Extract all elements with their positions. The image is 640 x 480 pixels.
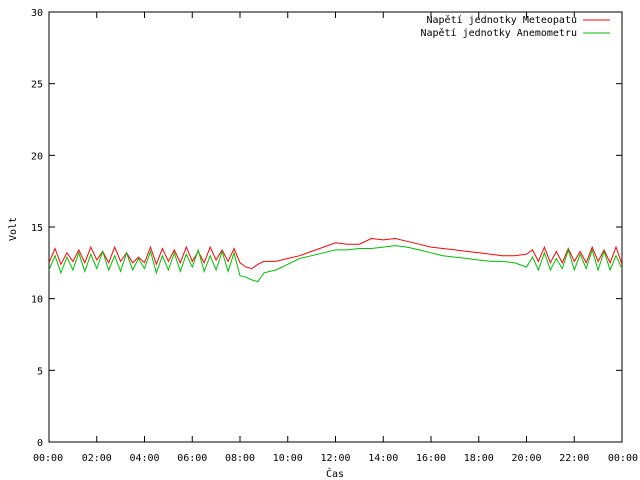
legend-label-meteopat: Napětí jednotky Meteopatu: [426, 14, 577, 26]
x-tick-label: 12:00: [320, 453, 350, 464]
x-axis-label: Čas: [326, 467, 344, 480]
plot-frame: [48, 11, 623, 443]
legend: Napětí jednotky Meteopatu Napětí jednotk…: [420, 14, 610, 39]
x-tick-label: 18:00: [464, 453, 494, 464]
x-tick-label: 08:00: [225, 453, 255, 464]
y-tick-label: 10: [31, 295, 43, 306]
series-line-anemometr: [48, 245, 623, 283]
x-tick-label: 20:00: [511, 453, 541, 464]
y-tick-label: 25: [31, 80, 43, 91]
y-axis-ticks: 0 5 10 15 20 25 30: [31, 8, 622, 449]
x-tick-label: 00:00: [608, 453, 638, 464]
x-tick-label: 16:00: [416, 453, 446, 464]
legend-label-anemometr: Napětí jednotky Anemometru: [420, 27, 577, 39]
y-tick-label: 30: [31, 8, 43, 19]
x-tick-label: 22:00: [559, 453, 589, 464]
y-tick-label: 5: [37, 366, 43, 377]
x-axis-ticks: 00:00 02:00 04:00 06:00 08:00 10:00 12:00 14:00…: [33, 12, 638, 464]
x-tick-label: 14:00: [368, 453, 398, 464]
y-tick-label: 15: [31, 223, 43, 234]
y-tick-label: 20: [31, 151, 43, 162]
x-tick-label: 02:00: [82, 453, 112, 464]
x-tick-label: 10:00: [273, 453, 303, 464]
series-lines: [48, 237, 623, 283]
x-tick-label: 00:00: [33, 453, 63, 464]
y-axis-label: Volt: [8, 217, 19, 241]
series-line-meteopat: [48, 237, 623, 270]
y-tick-label: 0: [37, 438, 43, 449]
x-tick-label: 06:00: [177, 453, 207, 464]
x-tick-label: 04:00: [129, 453, 159, 464]
